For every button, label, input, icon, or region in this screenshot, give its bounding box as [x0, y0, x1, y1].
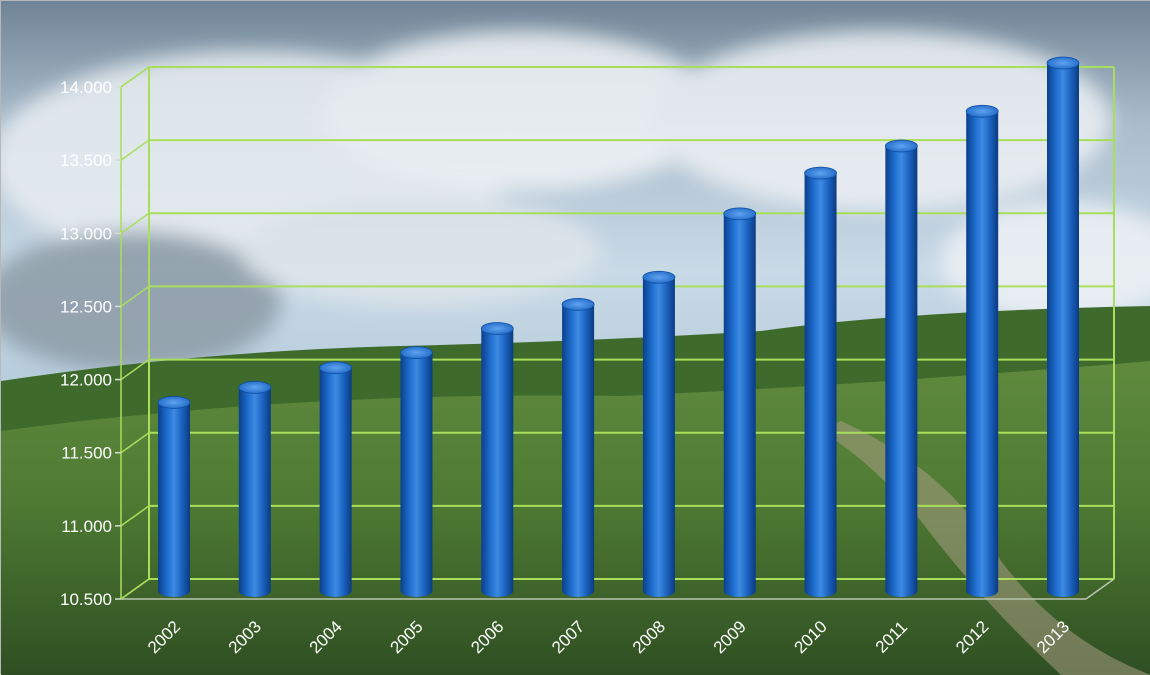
bar	[238, 380, 272, 597]
gridline-side	[120, 285, 150, 308]
y-tick-label: 13.500	[60, 151, 112, 170]
bar-body	[481, 328, 514, 597]
bar-top	[561, 297, 595, 311]
bar-top	[723, 207, 757, 221]
bar-body	[885, 145, 918, 597]
bar	[723, 207, 757, 597]
bar-top	[400, 346, 433, 360]
bar	[1046, 56, 1080, 597]
bar-body	[966, 111, 999, 597]
y-tick-label: 13.000	[60, 224, 112, 243]
bar-top	[642, 270, 676, 284]
bar-body	[723, 213, 756, 597]
bar-top	[884, 139, 918, 153]
bar-body	[804, 173, 837, 597]
bar-body	[1047, 63, 1080, 597]
bar-body	[158, 402, 190, 597]
bar-top	[804, 166, 837, 180]
gridline-side	[120, 139, 150, 161]
bar	[884, 139, 918, 597]
bar-top	[157, 396, 191, 409]
bar-body	[562, 304, 595, 597]
bar	[400, 346, 433, 597]
bar-top	[1046, 56, 1080, 70]
gridline-side	[120, 66, 150, 88]
bar	[561, 297, 595, 597]
bar	[157, 396, 191, 597]
bar-body	[400, 352, 433, 597]
y-tick-label: 11.500	[61, 444, 112, 463]
y-axis-tick-labels: 10.500 11.000 11.500 12.000 12.500 13.000 13.5…	[60, 78, 112, 609]
bar-body	[642, 277, 675, 597]
bar-top	[965, 104, 999, 118]
y-tick-label: 11.000	[61, 517, 112, 536]
bar-body	[319, 367, 352, 597]
gridline-side	[120, 505, 150, 527]
y-tick-label: 12.500	[60, 297, 112, 316]
bar	[804, 166, 837, 597]
y-tick-label: 14.000	[60, 78, 112, 97]
y-tick-label: 12.000	[60, 371, 112, 390]
gridlines	[115, 66, 1115, 600]
bar-top	[480, 322, 514, 335]
bar	[965, 104, 999, 597]
gridline-side	[120, 432, 150, 454]
bars	[157, 56, 1080, 597]
gridline-side	[120, 578, 150, 600]
bar	[480, 322, 514, 597]
bar	[642, 270, 676, 597]
bar	[319, 361, 353, 597]
bar-body	[238, 387, 271, 597]
bar-top	[319, 361, 353, 375]
bar-top	[238, 380, 272, 394]
gridline-side	[120, 212, 150, 234]
y-tick-label: 10.500	[60, 590, 112, 609]
floor-right-edge	[1085, 578, 1115, 600]
gridline-side	[120, 358, 150, 381]
